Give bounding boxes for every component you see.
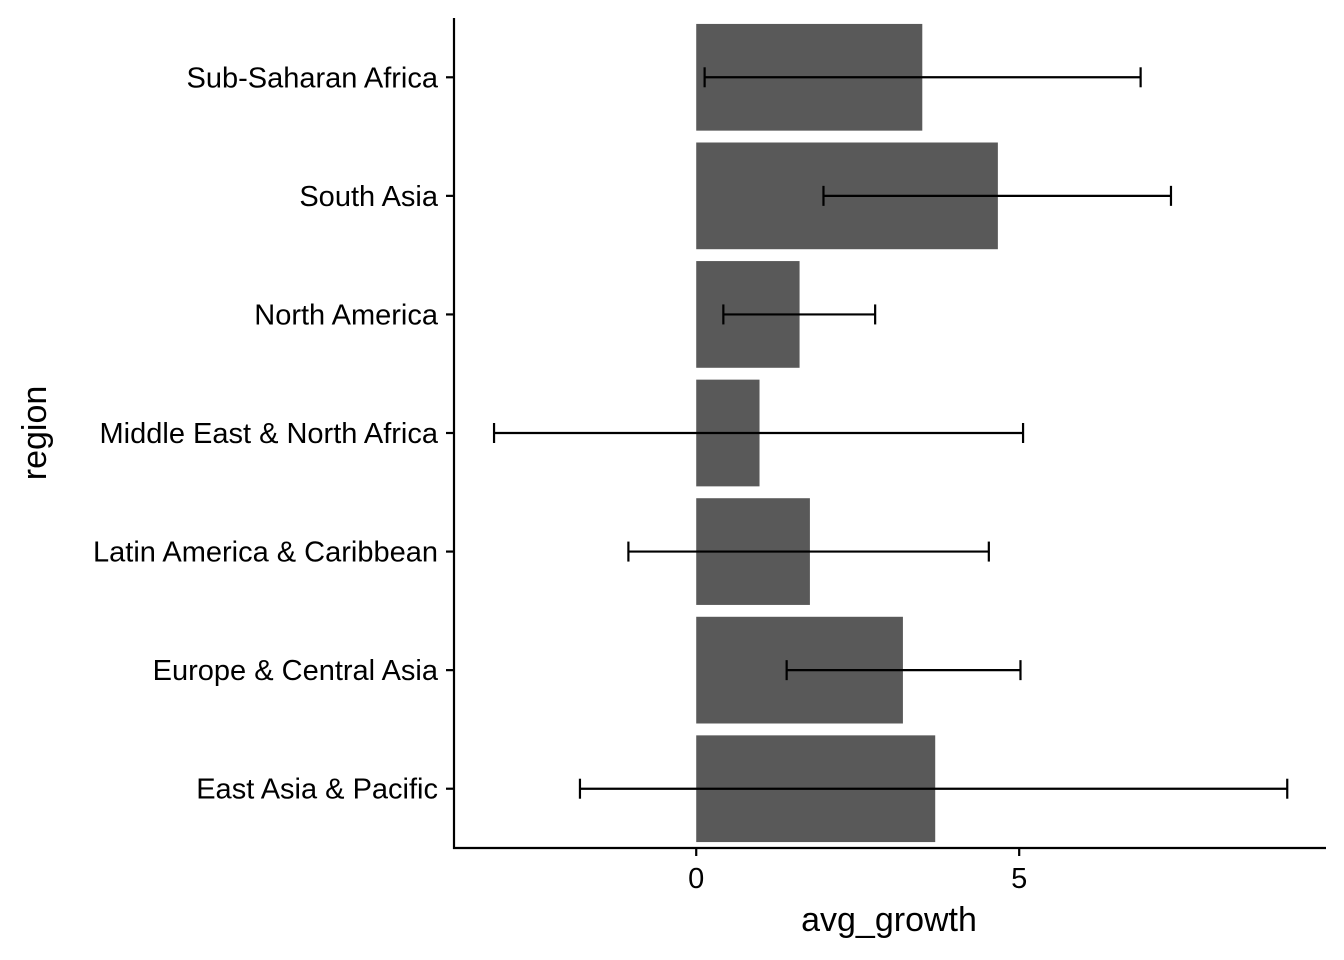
y-tick-label: South Asia bbox=[299, 181, 439, 213]
errorbar bbox=[785, 660, 1022, 681]
y-tick-label: Europe & Central Asia bbox=[153, 655, 439, 687]
y-tick-label: North America bbox=[254, 299, 439, 331]
y-tick-label: Middle East & North Africa bbox=[100, 418, 439, 450]
y-axis-title: region bbox=[16, 386, 54, 481]
y-tick-label: Latin America & Caribbean bbox=[93, 537, 438, 569]
errorbar bbox=[578, 778, 1289, 799]
y-ticks-group: East Asia & Pacific Europe & Central Asia… bbox=[93, 62, 454, 806]
errorbar bbox=[492, 423, 1025, 443]
errorbar bbox=[627, 541, 990, 562]
errorbar bbox=[722, 304, 877, 325]
x-axis-title: avg_growth bbox=[801, 901, 977, 939]
x-tick-label: 0 bbox=[688, 863, 704, 895]
x-tick-label: 5 bbox=[1011, 863, 1027, 895]
errorbars-group bbox=[492, 67, 1289, 799]
errorbar bbox=[703, 67, 1142, 88]
y-tick-label: East Asia & Pacific bbox=[196, 774, 438, 806]
y-tick-label: Sub-Saharan Africa bbox=[187, 62, 439, 94]
errorbar bbox=[822, 185, 1173, 206]
